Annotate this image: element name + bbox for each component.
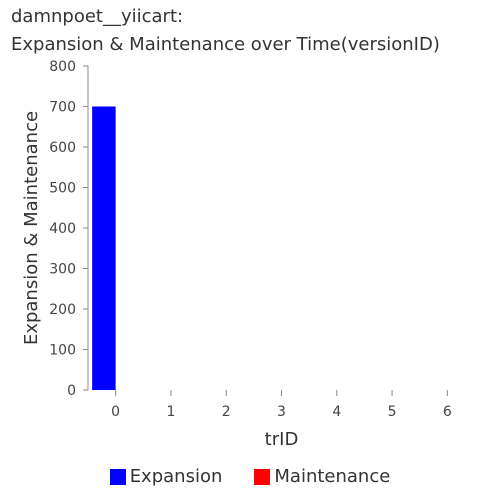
y-tick-label: 300: [49, 262, 76, 278]
y-tick-label: 600: [49, 140, 76, 156]
legend-item-expansion[interactable]: Expansion: [109, 466, 223, 487]
legend-swatch-expansion: [109, 468, 126, 485]
y-tick-label: 500: [49, 181, 76, 197]
x-tick-label: 3: [277, 404, 286, 420]
legend-swatch-maintenance: [254, 468, 271, 485]
x-tick-label: 1: [166, 404, 175, 420]
chart-title-line2: Expansion & Maintenance over Time(versio…: [11, 34, 440, 55]
x-axis-ticks: 0 1 2 3 4 5 6: [111, 390, 452, 420]
x-tick-label: 4: [332, 404, 341, 420]
x-tick-label: 0: [111, 404, 120, 420]
y-tick-label: 800: [49, 59, 76, 75]
x-tick-label: 2: [222, 404, 231, 420]
legend-item-maintenance[interactable]: Maintenance: [254, 466, 390, 487]
y-tick-label: 400: [49, 221, 76, 237]
x-tick-label: 5: [388, 404, 397, 420]
y-axis-label: Expansion & Maintenance: [21, 111, 42, 345]
chart-title-line1: damnpoet__yiicart:: [11, 6, 184, 27]
y-axis-ticks: 0 100 200 300 400 500 600 700 800: [49, 59, 88, 399]
y-tick-label: 0: [67, 383, 76, 399]
x-tick-label: 6: [443, 404, 452, 420]
y-tick-label: 700: [49, 100, 76, 116]
legend: Expansion Maintenance: [0, 466, 500, 487]
bars: [92, 106, 116, 391]
x-axis-label: trID: [265, 429, 299, 450]
legend-label-expansion: Expansion: [129, 466, 223, 487]
legend-label-maintenance: Maintenance: [274, 466, 391, 487]
bar-expansion-0[interactable]: [92, 106, 116, 391]
y-tick-label: 200: [49, 302, 76, 318]
y-tick-label: 100: [49, 343, 76, 359]
